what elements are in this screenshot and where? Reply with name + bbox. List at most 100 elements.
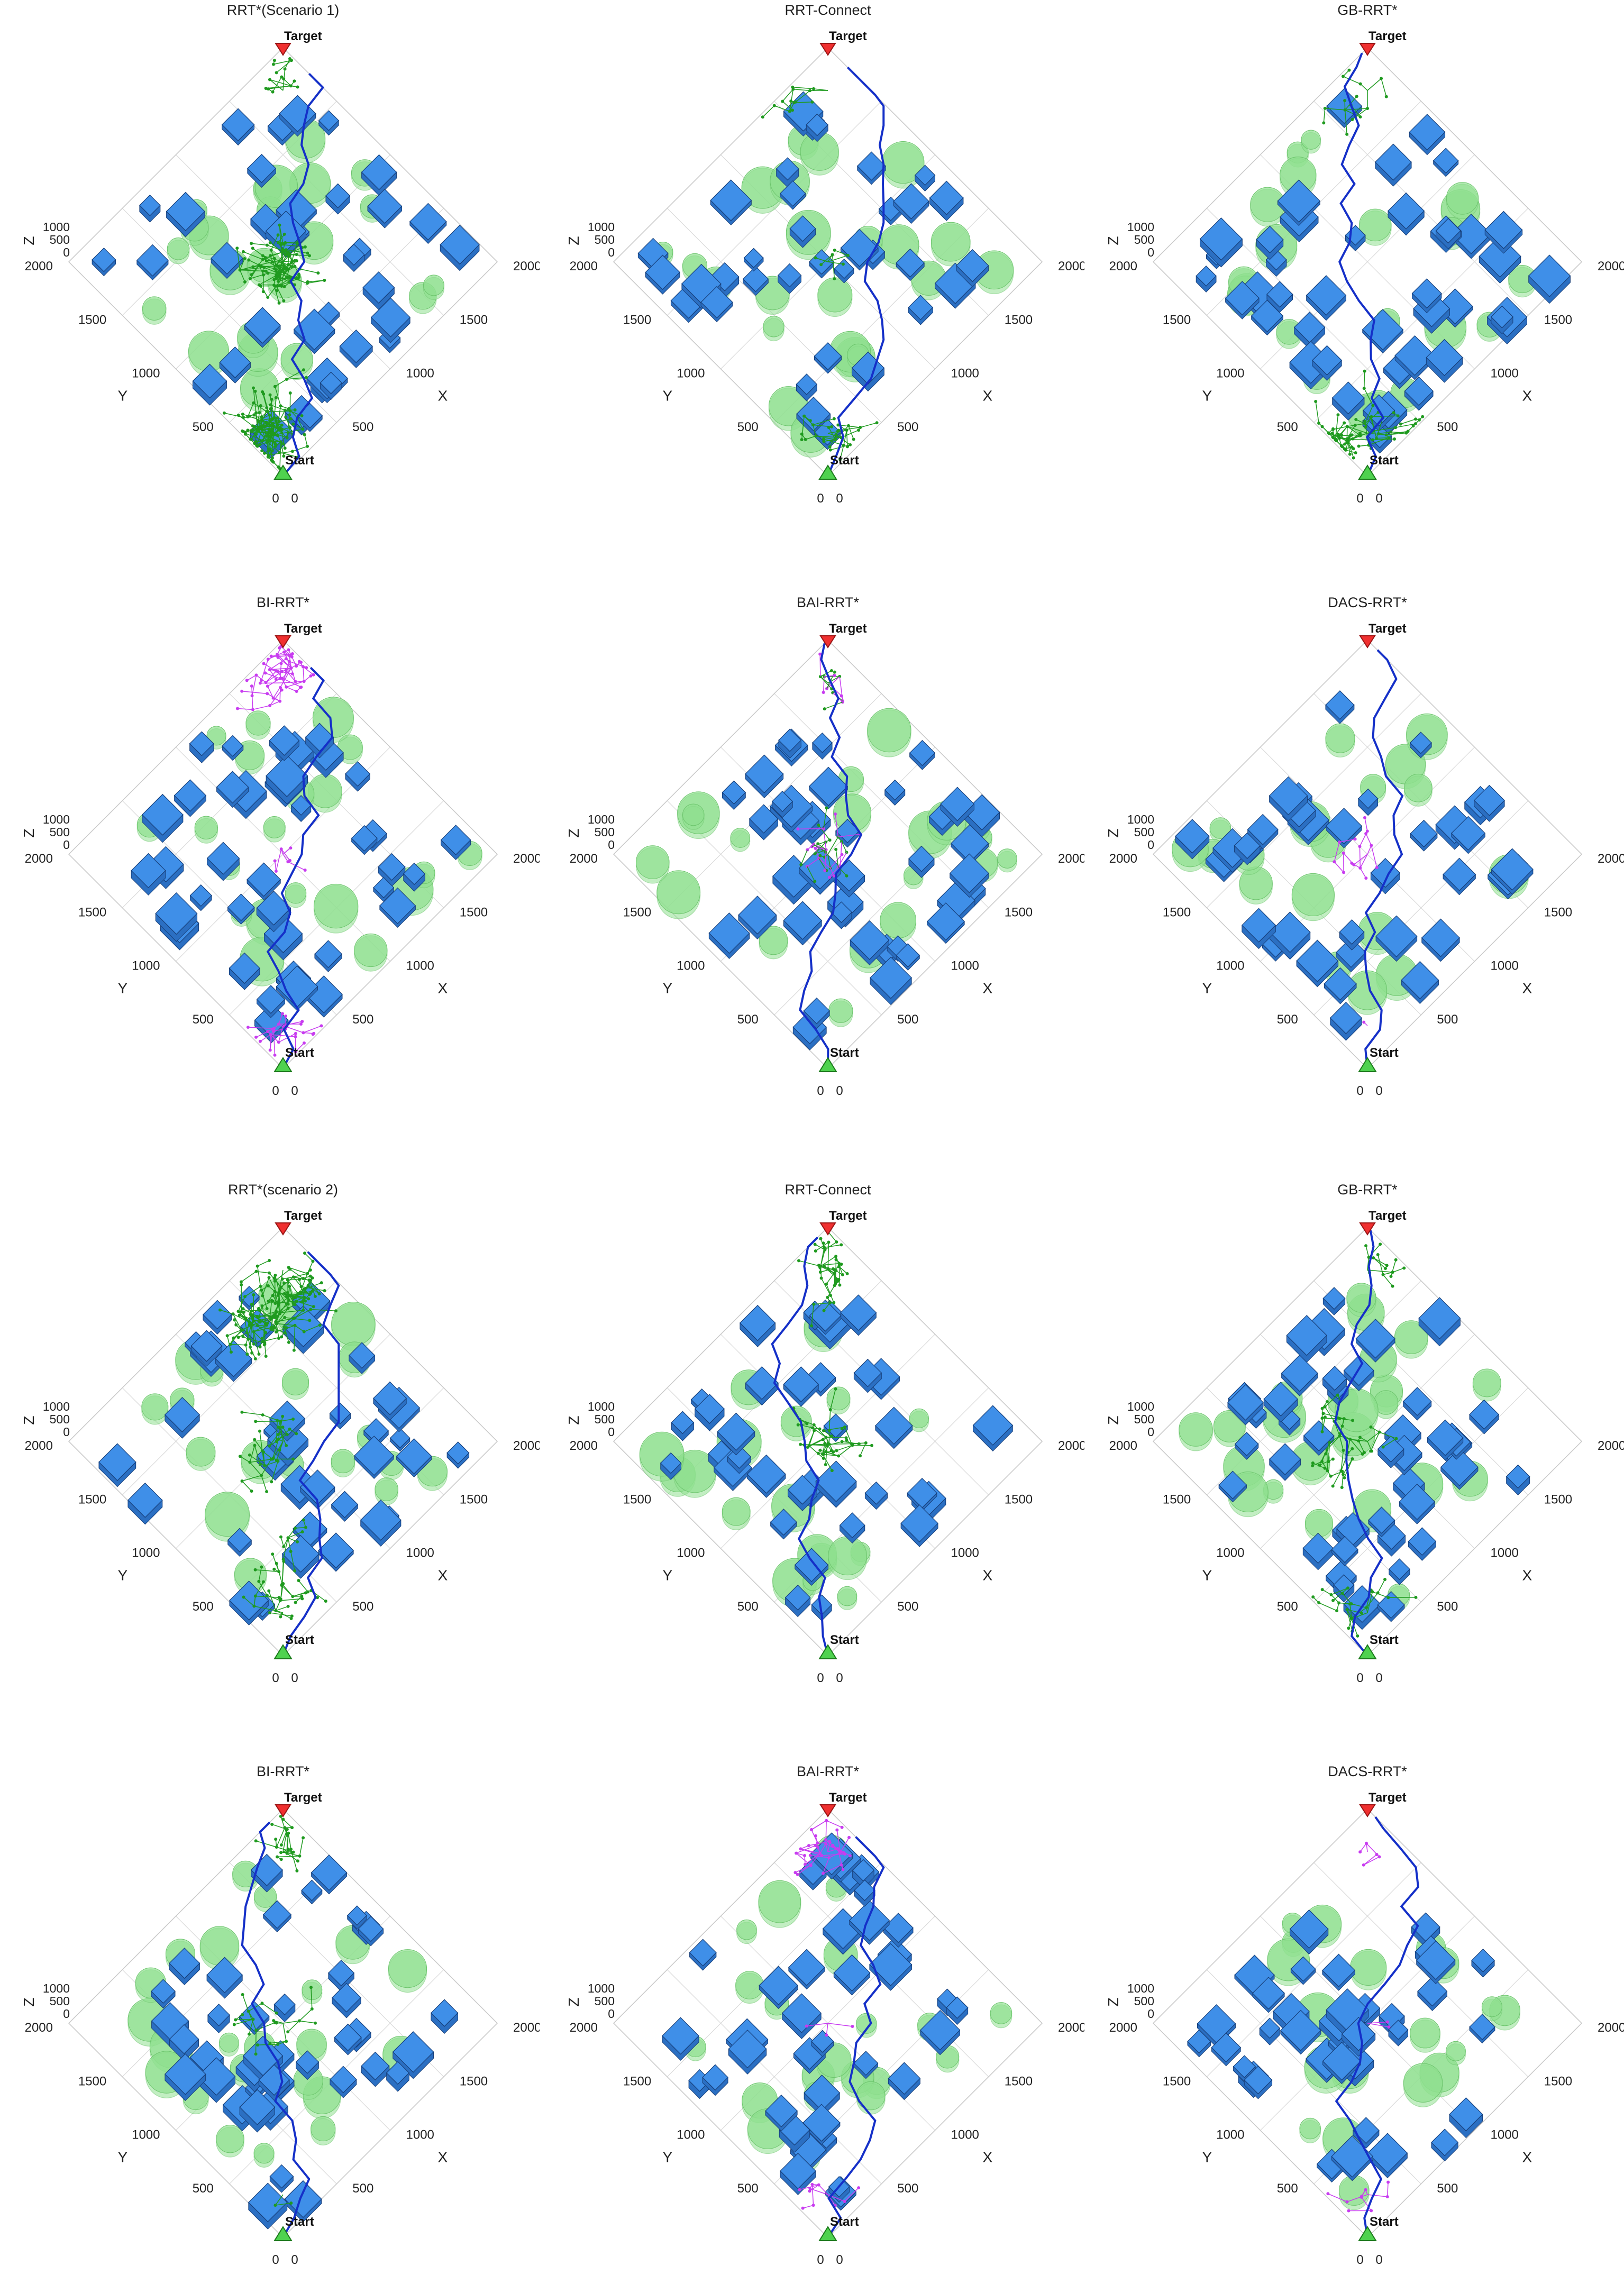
box-obstacle [1529, 255, 1571, 297]
tree-node [287, 263, 290, 266]
tree-node [230, 1350, 233, 1354]
tree-edge [1360, 868, 1366, 878]
tree-node [789, 99, 792, 103]
tree-node [272, 461, 275, 464]
tree-node [286, 2030, 289, 2033]
tree-node [1341, 1470, 1344, 1473]
box-obstacle [390, 1428, 410, 1448]
tree-node [833, 249, 836, 252]
tree-edge [1378, 1579, 1385, 1593]
tree-edge [281, 1830, 287, 1846]
tree-node [1324, 1415, 1327, 1419]
tree-node [302, 368, 305, 371]
tree-node [250, 684, 253, 688]
tree-node [806, 1446, 809, 1449]
tree-edge [299, 2021, 315, 2023]
tree-node [846, 254, 850, 257]
y-axis-label: Y [118, 1567, 128, 1584]
tree-node [303, 1330, 306, 1333]
tree-node [312, 673, 315, 677]
tree-edge [836, 1445, 852, 1450]
tree-edge [1367, 1270, 1393, 1272]
z-tick-label: 0 [608, 1425, 615, 1439]
y-tick-label: 500 [1277, 1012, 1298, 1027]
target-label: Target [1368, 622, 1407, 636]
tree-edge [224, 413, 243, 417]
box-obstacle [740, 1305, 775, 1341]
y-tick-label: 1500 [1163, 313, 1191, 327]
x-tick-label: 500 [352, 1012, 373, 1027]
tree-node [273, 441, 276, 444]
cylinder-top [254, 2143, 274, 2163]
tree-node [1322, 121, 1325, 124]
cylinder-top [311, 2116, 335, 2141]
tree-node [1343, 1476, 1346, 1479]
tree-node [275, 396, 278, 399]
y-tick-label: 1500 [623, 1492, 651, 1506]
tree-node [282, 299, 285, 303]
chart-title: BI-RRT* [257, 1764, 310, 1779]
tree-node [825, 2033, 828, 2036]
z-tick-label: 500 [50, 825, 70, 839]
tree-edge [823, 1454, 832, 1470]
y-axis-label: Y [1202, 2149, 1212, 2166]
tree-node [259, 1345, 262, 1348]
x-tick-label: 2000 [513, 852, 540, 866]
tree-node [271, 1315, 275, 1318]
tree-edge [1343, 76, 1361, 84]
tree-node [1326, 2192, 1329, 2195]
tree-node [304, 245, 307, 249]
tree-node [1347, 2209, 1350, 2212]
tree-node [829, 1294, 832, 1297]
tree-node [324, 1600, 327, 1603]
cylinder-top [331, 1449, 355, 1473]
tree-node [1324, 1452, 1327, 1456]
tree-edge [281, 1585, 293, 1596]
tree-node [242, 1311, 245, 1314]
tree-node [1321, 1588, 1324, 1591]
target-label: Target [284, 1790, 322, 1805]
x-axis-label: X [1522, 1567, 1532, 1584]
tree-node [250, 242, 253, 245]
tree-node [314, 1295, 317, 1298]
y-tick-label: 2000 [1109, 259, 1137, 273]
tree-node [286, 1302, 289, 1305]
tree-node [818, 1449, 822, 1452]
tree-edge [247, 675, 257, 680]
tree-node [277, 233, 280, 236]
tree-edge [238, 709, 253, 710]
z-axis-label: Z [565, 1415, 582, 1424]
tree-node [240, 1411, 243, 1414]
tree-node [1336, 433, 1339, 436]
tree-node [271, 260, 274, 263]
cylinder-top [186, 1437, 215, 1466]
tree-node [295, 259, 298, 262]
tree-node [1347, 1627, 1350, 1630]
tree-node [280, 428, 284, 431]
cylinder-top [737, 1920, 757, 1940]
tree-node [280, 662, 283, 665]
tree-node [259, 1463, 262, 1466]
box-obstacle [222, 108, 254, 141]
tree-node [269, 428, 272, 431]
start-label: Start [1370, 2215, 1399, 2229]
tree-node [294, 408, 297, 412]
tree-node [1341, 1424, 1344, 1428]
z-axis-label: Z [1105, 1415, 1121, 1424]
start-label: Start [1370, 1046, 1399, 1060]
x-tick-label: 1500 [1005, 313, 1033, 327]
tree-node [278, 302, 281, 305]
x-axis-label: X [983, 980, 993, 997]
target-label: Target [829, 29, 867, 43]
tree-node [311, 1276, 314, 1280]
tree-node [268, 1611, 271, 1614]
x-tick-label: 1000 [406, 2128, 434, 2142]
x-tick-label: 2000 [1598, 2021, 1624, 2035]
z-tick-label: 0 [63, 2007, 70, 2021]
tree-edge [279, 1572, 282, 1584]
start-label: Start [830, 1633, 859, 1647]
